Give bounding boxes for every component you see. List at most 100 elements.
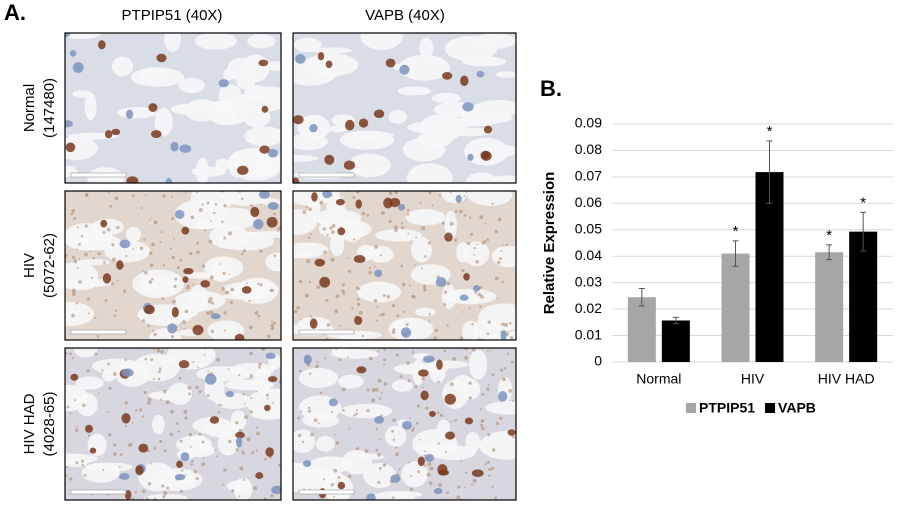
stain-dot [403,310,406,313]
white-space [463,241,490,267]
stain-dot [217,404,220,407]
stain-dot [307,409,312,413]
nucleus [119,239,131,249]
nucleus [179,144,192,153]
stain-dot [489,349,492,351]
stain-dot [419,202,422,205]
stain-dot [353,414,356,417]
stain-dot [273,212,277,216]
nucleus [471,469,484,478]
stain-dot [378,397,382,400]
stain-dot [467,241,471,245]
stain-dot [468,381,472,385]
stain-dot [223,468,227,472]
stain-dot [153,497,157,500]
stain-dot [479,215,484,220]
stain-dot [323,357,327,360]
nucleus [399,64,410,75]
white-space [419,37,434,59]
stain-dot [428,481,433,486]
stain-dot [473,254,475,256]
stain-dot [163,389,167,394]
stain-dot [112,452,117,456]
stain-dot [214,202,218,206]
stain-dot [187,284,190,287]
stain-dot [153,220,158,225]
stain-dot [264,457,268,461]
stain-dot [184,309,189,314]
stain-dot [302,210,306,215]
white-space [443,288,497,305]
stain-dot [204,229,207,232]
white-space [298,367,339,389]
stain-dot [206,201,210,205]
nucleus [482,150,490,160]
nucleus [303,460,312,468]
error-bar [638,287,645,307]
stain-dot [329,226,333,230]
stain-dot [124,358,127,362]
nucleus [104,130,113,139]
white-space [397,86,432,96]
nucleus [183,267,194,275]
white-space [357,281,402,303]
nucleus [322,191,332,199]
stain-dot [487,350,489,353]
stain-dot [184,416,188,420]
nucleus [225,391,235,398]
stain-dot [202,456,205,459]
nucleus [100,219,108,228]
stain-dot [257,282,260,285]
stain-dot [391,303,396,308]
stain-dot [386,295,391,299]
stain-dot [169,409,174,414]
stain-dot [86,369,90,373]
stain-dot [116,279,119,282]
white-space [402,137,446,162]
nucleus [205,373,217,385]
y-tick-label: 0.03 [575,273,602,289]
stain-dot [368,356,373,361]
nucleus [433,488,443,495]
stain-dot [215,357,220,362]
stain-dot [443,349,447,353]
nucleus [148,103,158,112]
stain-dot [147,324,150,328]
nucleus [460,75,469,87]
stain-dot [76,248,78,251]
stain-dot [407,232,410,235]
stain-dot [380,211,385,215]
stain-dot [253,486,258,491]
stain-dot [449,221,454,226]
stain-dot [173,284,177,289]
stain-dot [494,276,499,281]
stain-dot [277,226,281,231]
stain-dot [368,266,372,270]
stain-dot [209,310,214,314]
stain-dot [217,410,221,414]
stain-dot [207,370,210,373]
stain-dot [394,228,398,232]
y-tick-label: 0.01 [575,326,602,342]
stain-dot [421,226,426,231]
stain-dot [313,418,318,422]
nucleus [209,416,220,424]
stain-dot [142,415,145,418]
stain-dot [497,217,502,222]
stain-dot [426,472,431,477]
stain-dot [496,297,499,300]
stain-dot [494,496,498,500]
stain-dot [376,305,379,308]
stain-dot [141,319,145,323]
stain-dot [340,289,345,294]
stain-dot [502,244,505,247]
nucleus [170,141,179,152]
stain-dot [180,322,183,325]
y-axis-label: Relative Expression [541,172,558,315]
stain-dot [222,483,225,486]
white-space [241,54,270,83]
stain-dot [414,385,418,389]
stain-dot [399,375,403,378]
stain-dot [388,219,392,224]
white-space [491,245,516,268]
